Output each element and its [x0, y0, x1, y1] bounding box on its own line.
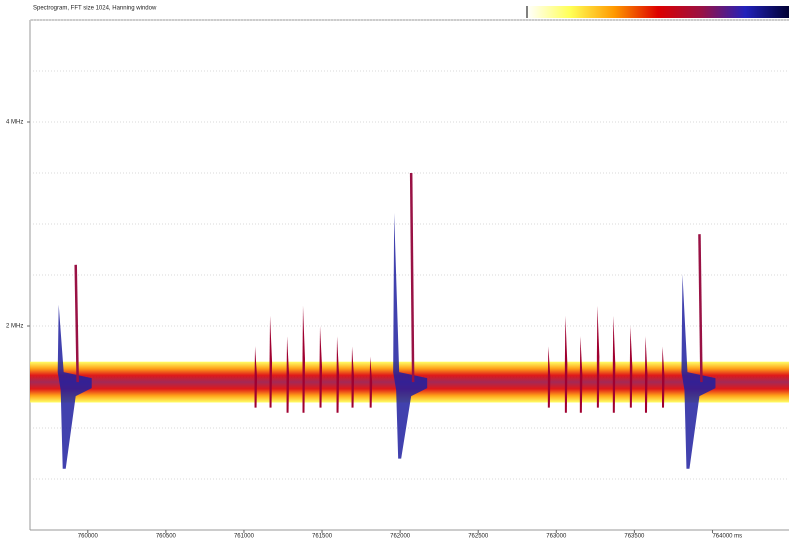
streak: [662, 346, 665, 407]
page: Spectrogram, FFT size 1024, Hanning wind…: [0, 0, 789, 538]
y-tick-label: 2 MHz: [6, 324, 23, 330]
colorbar: [527, 6, 789, 18]
streak: [645, 336, 648, 413]
y-tick-label: 4 MHz: [6, 120, 23, 126]
x-tick-label: 764000 ms: [712, 534, 742, 538]
x-tick-label: 763000: [546, 534, 567, 538]
streak: [597, 306, 600, 408]
x-tick-label: 760500: [156, 534, 177, 538]
x-tick-label: 761500: [312, 534, 333, 538]
x-tick-label: 762500: [468, 534, 489, 538]
streak: [352, 346, 355, 407]
burst: [58, 305, 92, 469]
streak: [255, 346, 258, 407]
burst-spike: [411, 173, 413, 382]
streak: [548, 346, 551, 407]
streak: [270, 316, 273, 408]
burst-spike: [699, 234, 701, 382]
x-tick-label: 760000: [78, 534, 99, 538]
streak: [580, 336, 583, 413]
chart: Spectrogram, FFT size 1024, Hanning wind…: [0, 0, 789, 538]
streak: [337, 336, 340, 413]
streak: [287, 336, 290, 413]
burst: [393, 213, 427, 459]
streak: [320, 326, 323, 408]
x-tick-label: 763500: [624, 534, 645, 538]
x-tick-label: 762000: [390, 534, 411, 538]
x-tick-label: 761000: [234, 534, 255, 538]
streak: [613, 316, 616, 413]
chart-title: Spectrogram, FFT size 1024, Hanning wind…: [33, 6, 157, 12]
streak: [565, 316, 568, 413]
streak: [630, 326, 633, 408]
streak: [302, 306, 305, 413]
